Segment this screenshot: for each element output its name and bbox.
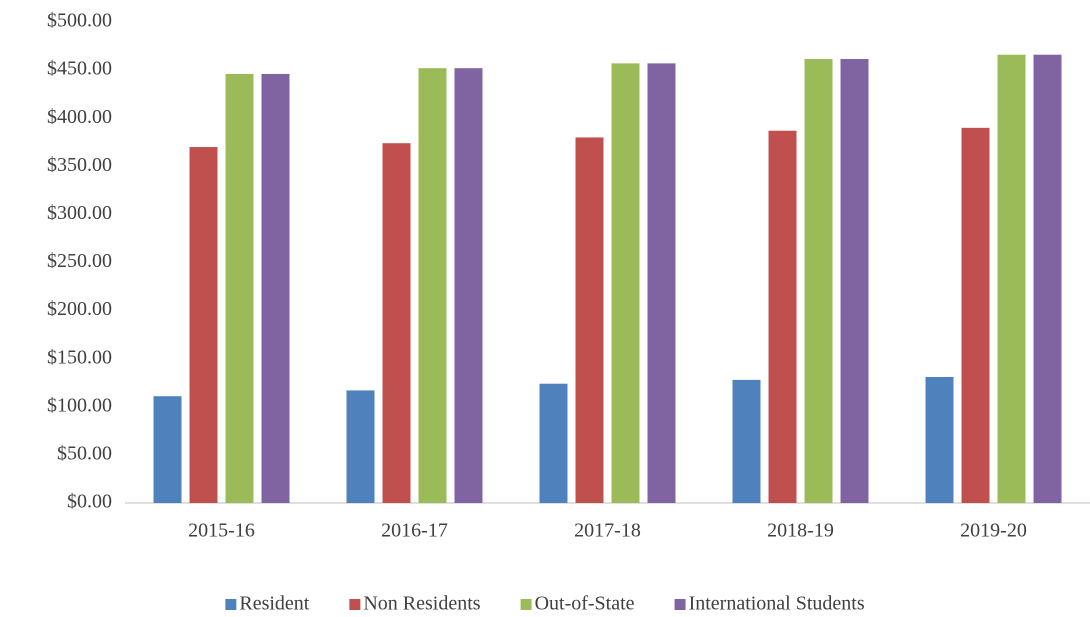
bar: [997, 54, 1026, 503]
y-tick-label: $100.00: [47, 394, 112, 416]
bar: [382, 143, 411, 503]
y-tick-label: $400.00: [47, 106, 112, 128]
y-tick-label: $0.00: [67, 491, 112, 513]
bar: [611, 63, 640, 504]
legend-swatch: [225, 599, 237, 610]
legend-label: International Students: [689, 593, 865, 615]
bar: [189, 147, 218, 503]
y-tick-label: $450.00: [47, 58, 112, 80]
y-tick-label: $350.00: [47, 154, 112, 176]
x-tick-label: 2016-17: [381, 520, 448, 542]
x-tick-label: 2018-19: [767, 520, 834, 542]
legend-label: Out-of-State: [535, 593, 635, 615]
y-tick-label: $50.00: [57, 442, 112, 464]
legend-label: Non Residents: [363, 593, 480, 615]
bar: [575, 137, 604, 503]
bar: [225, 73, 254, 503]
bar: [454, 68, 483, 504]
bar: [768, 130, 797, 503]
x-tick-label: 2019-20: [960, 520, 1027, 542]
bar: [961, 127, 990, 503]
bar: [647, 63, 676, 504]
x-tick-label: 2017-18: [574, 520, 641, 542]
legend-swatch: [520, 599, 532, 610]
y-tick-label: $250.00: [47, 250, 112, 272]
bar: [153, 396, 182, 503]
legend-label: Resident: [239, 593, 309, 615]
y-tick-label: $300.00: [47, 202, 112, 224]
bar: [840, 59, 869, 504]
y-tick-label: $500.00: [47, 10, 112, 32]
legend-swatch: [349, 599, 361, 610]
bar: [925, 376, 954, 503]
bar: [261, 73, 290, 503]
y-tick-label: $200.00: [47, 298, 112, 320]
bar: [732, 379, 761, 503]
bar: [346, 390, 375, 503]
bar: [539, 383, 568, 503]
x-tick-label: 2015-16: [188, 520, 255, 542]
y-tick-label: $150.00: [47, 346, 112, 368]
bar: [804, 59, 833, 504]
legend-swatch: [674, 599, 686, 610]
bar: [418, 68, 447, 504]
bar: [1033, 54, 1062, 503]
